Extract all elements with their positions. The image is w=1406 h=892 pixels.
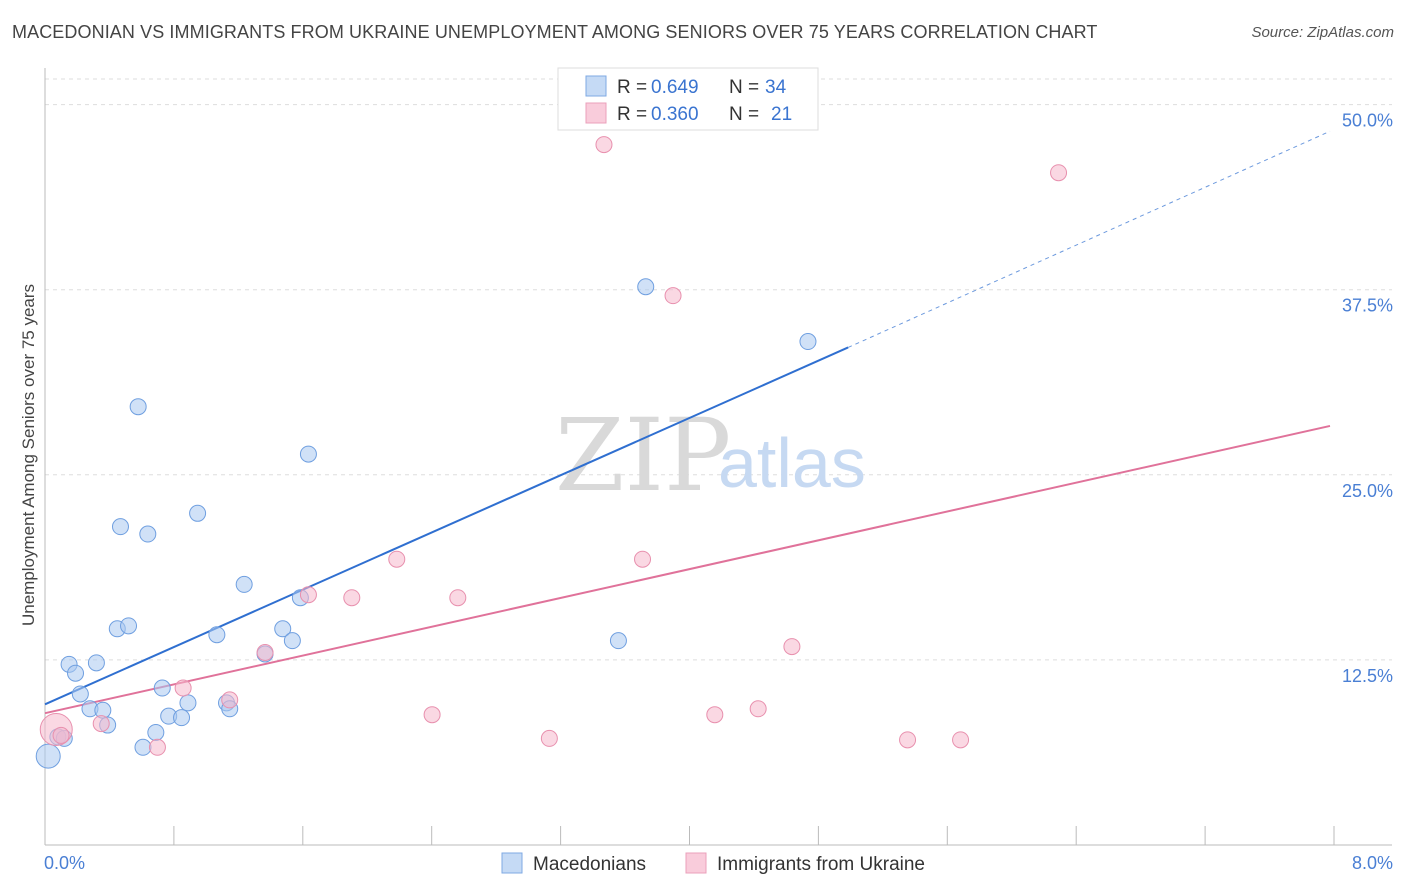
x-tick-label-min: 0.0% — [44, 853, 85, 873]
legend-r-label-1: R = — [617, 77, 647, 98]
point-macedonians-33 — [799, 333, 817, 351]
legend-r-label-2: R = — [617, 104, 647, 125]
legend-n-label-2: N = — [729, 104, 759, 125]
stats-legend: R = 0.649 N = 34 R = 0.360 N = 21 — [557, 67, 819, 131]
watermark-atlas: atlas — [718, 424, 866, 502]
bottom-legend-label-ukraine: Immigrants from Ukraine — [717, 854, 925, 875]
point-ukraine-1 — [52, 726, 70, 744]
grid-lines — [45, 78, 1392, 661]
point-ukraine-17 — [749, 700, 767, 718]
point-macedonians-11 — [111, 518, 129, 536]
trend-line-macedonians — [44, 346, 849, 706]
point-macedonians-21 — [189, 504, 207, 522]
point-macedonians-22 — [208, 626, 226, 644]
bottom-legend-swatch-ukraine — [685, 852, 707, 874]
series-legend: Macedonians Immigrants from Ukraine — [501, 852, 925, 875]
y-tick-label-3: 50.0% — [1342, 111, 1393, 131]
point-ukraine-18 — [783, 638, 801, 656]
point-macedonians-25 — [235, 575, 253, 593]
point-ukraine-3 — [148, 738, 166, 756]
bottom-legend-label-macedonians: Macedonians — [533, 854, 646, 875]
point-ukraine-15 — [664, 287, 682, 305]
point-ukraine-16 — [706, 706, 724, 724]
trend-line-macedonians-extension — [847, 130, 1331, 348]
point-macedonians-13 — [129, 398, 147, 416]
point-macedonians-19 — [173, 709, 191, 727]
trend-lines — [44, 130, 1331, 715]
legend-n-value-1: 34 — [765, 77, 787, 98]
y-tick-label-1: 25.0% — [1342, 481, 1393, 501]
x-tick-label-max: 8.0% — [1352, 853, 1393, 873]
bottom-legend-swatch-macedonians — [501, 852, 523, 874]
point-ukraine-21 — [1050, 164, 1068, 182]
point-ukraine-13 — [595, 136, 613, 154]
point-ukraine-12 — [540, 729, 558, 747]
data-points — [35, 136, 1068, 769]
watermark-zip: ZIP — [555, 397, 731, 514]
legend-n-label-1: N = — [729, 77, 759, 98]
point-macedonians-32 — [637, 278, 655, 296]
point-ukraine-19 — [899, 731, 917, 749]
point-macedonians-5 — [71, 685, 89, 703]
point-macedonians-15 — [139, 525, 157, 543]
legend-swatch-ukraine — [585, 102, 607, 124]
point-ukraine-4 — [174, 679, 192, 697]
point-ukraine-6 — [256, 644, 274, 661]
legend-r-value-2: 0.360 — [651, 104, 699, 125]
point-ukraine-7 — [299, 586, 317, 604]
point-ukraine-5 — [221, 691, 239, 709]
y-tick-label-2: 37.5% — [1342, 296, 1393, 316]
point-ukraine-11 — [449, 589, 467, 607]
axes — [44, 68, 1392, 846]
point-ukraine-2 — [92, 715, 110, 733]
point-ukraine-14 — [634, 550, 652, 568]
source-label: Source: ZipAtlas.com — [1251, 24, 1394, 41]
y-tick-labels: 12.5% 25.0% 37.5% 50.0% — [1342, 111, 1393, 686]
point-ukraine-9 — [388, 550, 406, 568]
point-macedonians-30 — [299, 445, 317, 463]
point-macedonians-27 — [274, 620, 292, 638]
point-macedonians-14 — [134, 738, 152, 756]
legend-swatch-macedonians — [585, 75, 607, 97]
point-macedonians-31 — [609, 632, 627, 650]
point-ukraine-20 — [952, 731, 970, 749]
legend-n-value-2: 21 — [771, 104, 792, 125]
trend-line-ukraine — [44, 424, 1331, 715]
point-macedonians-16 — [147, 723, 165, 741]
point-macedonians-7 — [87, 654, 105, 672]
point-macedonians-4 — [67, 664, 85, 682]
point-macedonians-12 — [120, 617, 138, 635]
y-axis-label: Unemployment Among Seniors over 75 years — [19, 284, 38, 626]
legend-r-value-1: 0.649 — [651, 77, 699, 98]
point-macedonians-17 — [153, 679, 171, 697]
point-macedonians-20 — [179, 694, 197, 712]
point-macedonians-28 — [283, 632, 301, 650]
point-ukraine-10 — [423, 706, 441, 724]
y-tick-label-0: 12.5% — [1342, 666, 1393, 686]
point-macedonians-0 — [35, 743, 61, 769]
chart-title: MACEDONIAN VS IMMIGRANTS FROM UKRAINE UN… — [12, 22, 1098, 42]
point-ukraine-8 — [343, 589, 361, 607]
